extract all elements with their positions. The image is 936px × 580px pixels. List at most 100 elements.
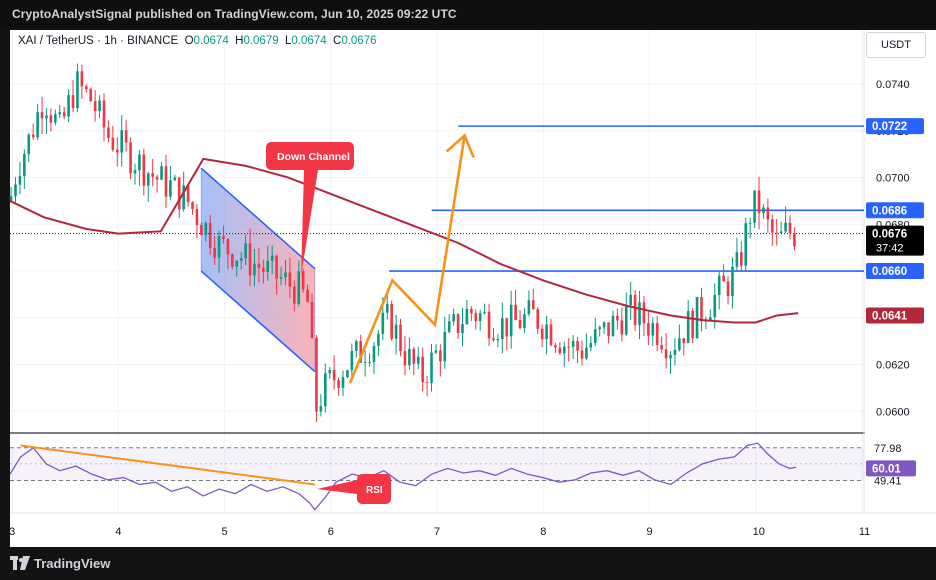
candle-body — [111, 137, 115, 150]
candle-body — [71, 95, 75, 109]
candle-body — [567, 346, 571, 348]
candle-body — [62, 112, 66, 117]
rsi-value-box — [866, 460, 916, 477]
candle-body — [793, 233, 796, 247]
rsi-line — [9, 442, 797, 511]
candle-body — [726, 281, 730, 297]
x-tick-label: 6 — [328, 526, 334, 538]
candle-body — [523, 314, 526, 329]
price-label-box — [866, 263, 924, 280]
candle-body — [501, 318, 504, 339]
channel-upper-line — [200, 167, 316, 270]
candle-body — [434, 350, 438, 353]
annotations: Down Channel RSI — [266, 142, 391, 504]
high-value: 0.0679 — [243, 35, 279, 47]
candle-body — [270, 255, 274, 261]
candle-body — [430, 352, 433, 383]
candle-body — [107, 127, 110, 138]
candle-body — [647, 323, 650, 336]
candle-body — [757, 190, 761, 214]
currency-button[interactable]: USDT — [866, 32, 926, 58]
channel-lower-line — [200, 270, 316, 373]
ma-line — [9, 157, 799, 324]
candle-body — [208, 222, 212, 249]
candle-body — [518, 320, 522, 329]
candle-body — [598, 327, 601, 330]
candle-body — [766, 207, 770, 220]
candle-body — [532, 300, 535, 310]
candle-body — [770, 219, 774, 233]
candle-body — [713, 294, 717, 318]
candle-body — [447, 321, 451, 332]
candle-body — [377, 333, 380, 346]
open-value: 0.0674 — [193, 35, 229, 47]
candle-body — [505, 318, 509, 337]
price-axis: 0.06000.06200.06400.06600.06800.07000.07… — [865, 56, 936, 512]
candle-body — [332, 370, 336, 381]
symbol-name: XAI / TetherUS · 1h · BINANCE — [18, 35, 179, 47]
moving-average — [9, 157, 799, 324]
candle-body — [580, 350, 584, 359]
candle-body — [350, 350, 354, 371]
candle-body — [195, 208, 199, 226]
price-label-text: 0.0722 — [872, 121, 907, 133]
symbol-legend: XAI / TetherUS · 1h · BINANCE O0.0674 H0… — [18, 35, 377, 47]
candle-body — [394, 324, 398, 339]
channel-fill — [201, 168, 315, 372]
x-tick-label: 3 — [9, 526, 15, 538]
candle-body — [633, 294, 637, 325]
candle-body — [27, 134, 31, 155]
candle-body — [381, 312, 385, 334]
candle-body — [527, 300, 531, 315]
candle-body — [416, 356, 420, 364]
candle-body — [54, 114, 57, 123]
candle-body — [76, 71, 79, 109]
candle-body — [310, 302, 314, 339]
low-value: 0.0674 — [291, 35, 327, 47]
candle-body — [509, 304, 513, 337]
plot-area[interactable] — [10, 30, 936, 547]
candle-body — [151, 173, 154, 177]
candle-body — [102, 100, 106, 128]
candle-body — [465, 308, 469, 324]
candle-body — [217, 236, 221, 258]
high-label: H — [235, 35, 244, 47]
candle-body — [470, 308, 473, 314]
candle-body — [213, 248, 216, 258]
horizontal-levels — [10, 125, 864, 272]
candle-body — [642, 302, 646, 324]
candle-body — [89, 89, 93, 102]
projection-line — [348, 135, 466, 384]
rsi-callout — [357, 474, 391, 504]
candle-body — [686, 310, 690, 343]
candle-body — [425, 382, 429, 383]
x-tick-label: 5 — [222, 526, 228, 538]
candle-body — [244, 243, 247, 259]
candle-body — [717, 275, 721, 295]
candle-body — [36, 112, 39, 138]
candle-body — [478, 313, 482, 321]
candle-body — [748, 222, 752, 224]
close-value: 0.0676 — [341, 35, 377, 47]
x-tick-label: 11 — [859, 526, 870, 538]
candle-body — [673, 349, 677, 356]
candle-body — [372, 345, 376, 363]
x-tick-label: 9 — [646, 526, 652, 538]
tradingview-logo-icon[interactable] — [10, 556, 30, 570]
countdown-label: 37:42 — [876, 243, 904, 255]
candle-body — [691, 310, 694, 339]
price-label-box — [866, 118, 924, 135]
price-label-text: 0.0641 — [872, 310, 908, 322]
candle-body — [452, 314, 455, 322]
tradingview-brand[interactable]: TradingView — [34, 556, 111, 571]
candle-body — [492, 338, 495, 341]
candle-body — [164, 166, 168, 197]
candle-body — [301, 271, 305, 290]
time-axis: 3 4 5 6 7 8 9 10 11 — [9, 526, 870, 538]
y-tick-label: 0.0740 — [876, 79, 910, 91]
price-label-text: 0.0686 — [872, 205, 907, 217]
candle-body — [222, 236, 225, 240]
candle-body — [735, 252, 739, 267]
candle-body — [323, 373, 327, 407]
